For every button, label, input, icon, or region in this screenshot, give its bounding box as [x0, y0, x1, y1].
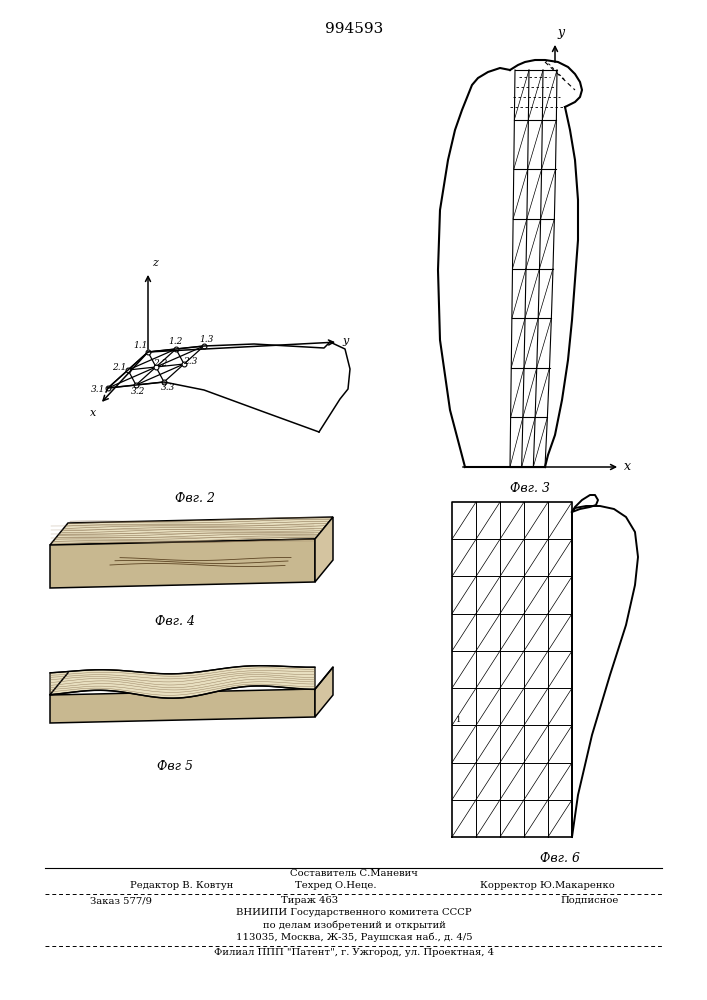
- Text: Фвг. 4: Фвг. 4: [155, 615, 195, 628]
- Text: 3.2: 3.2: [131, 386, 145, 395]
- Polygon shape: [50, 517, 333, 545]
- Text: y: y: [342, 336, 349, 346]
- Text: Тираж 463: Тираж 463: [281, 896, 339, 905]
- Text: Фвг. 3: Фвг. 3: [510, 482, 550, 495]
- Text: Составитель С.Маневич: Составитель С.Маневич: [290, 869, 418, 878]
- Text: y: y: [557, 26, 564, 39]
- Text: z: z: [152, 258, 158, 268]
- Text: x: x: [90, 408, 96, 418]
- Text: Редактор В. Ковтун: Редактор В. Ковтун: [130, 881, 233, 890]
- Text: 1: 1: [456, 716, 462, 724]
- Text: ВНИИПИ Государственного комитета СССР: ВНИИПИ Государственного комитета СССР: [236, 908, 472, 917]
- Text: 3.3: 3.3: [160, 383, 175, 392]
- Text: 2.1: 2.1: [112, 362, 126, 371]
- Text: Фвг. 2: Фвг. 2: [175, 492, 215, 505]
- Text: 2.2: 2.2: [153, 359, 167, 367]
- Text: 113035, Москва, Ж-35, Раушская наб., д. 4/5: 113035, Москва, Ж-35, Раушская наб., д. …: [235, 932, 472, 942]
- Text: 1.2: 1.2: [169, 338, 183, 347]
- Text: по делам изобретений и открытий: по делам изобретений и открытий: [262, 920, 445, 930]
- Text: Заказ 577/9: Заказ 577/9: [90, 896, 152, 905]
- Polygon shape: [315, 667, 333, 717]
- Text: 994593: 994593: [325, 22, 383, 36]
- Text: x: x: [624, 460, 631, 474]
- Text: 3.1: 3.1: [90, 384, 105, 393]
- Text: Фвг. 6: Фвг. 6: [540, 852, 580, 865]
- Text: Техред О.Неце.: Техред О.Неце.: [295, 881, 377, 890]
- Polygon shape: [50, 689, 315, 723]
- Text: Фвг 5: Фвг 5: [157, 760, 193, 773]
- Text: 1.1: 1.1: [134, 342, 148, 351]
- Polygon shape: [50, 666, 315, 698]
- Polygon shape: [50, 539, 315, 588]
- Polygon shape: [315, 517, 333, 582]
- Text: 2.3: 2.3: [183, 358, 197, 366]
- Text: Корректор Ю.Макаренко: Корректор Ю.Макаренко: [480, 881, 615, 890]
- Text: Подписное: Подписное: [560, 896, 619, 905]
- Text: 1.3: 1.3: [200, 336, 214, 344]
- Text: Филиал ППП "Патент", г. Ужгород, ул. Проектная, 4: Филиал ППП "Патент", г. Ужгород, ул. Про…: [214, 948, 494, 957]
